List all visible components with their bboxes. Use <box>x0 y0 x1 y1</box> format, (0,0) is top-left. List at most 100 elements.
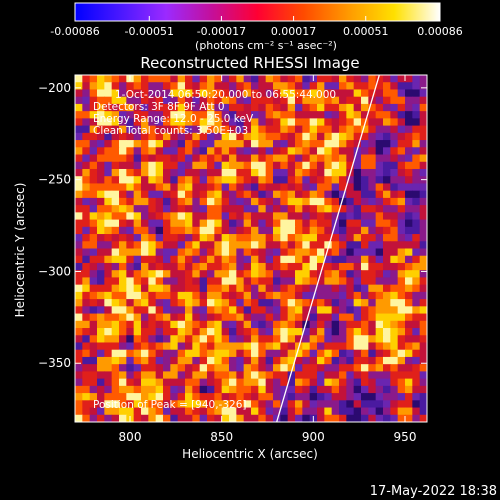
heatmap-cell <box>177 89 186 98</box>
heatmap-cell <box>229 262 237 271</box>
heatmap-cell <box>104 313 113 322</box>
heatmap-cell <box>185 219 193 228</box>
heatmap-cell <box>346 89 355 98</box>
heatmap-cell <box>170 161 179 170</box>
heatmap-cell <box>97 400 105 409</box>
heatmap-cell <box>229 125 237 134</box>
heatmap-cell <box>317 132 325 141</box>
heatmap-cell <box>324 342 333 351</box>
heatmap-cell <box>163 103 171 112</box>
heatmap-cell <box>383 161 391 170</box>
heatmap-cell <box>353 82 362 91</box>
heatmap-cell <box>155 161 164 170</box>
heatmap-cell <box>287 197 296 206</box>
heatmap-cell <box>346 291 355 300</box>
heatmap-cell <box>368 255 377 264</box>
heatmap-cell <box>126 270 135 279</box>
heatmap-cell <box>97 241 105 250</box>
heatmap-cell <box>119 75 127 83</box>
heatmap-cell <box>75 299 83 307</box>
heatmap-cell <box>207 132 215 141</box>
heatmap-cell <box>111 270 120 279</box>
heatmap-cell <box>192 96 201 105</box>
heatmap-cell <box>82 270 91 279</box>
heatmap-cell <box>361 103 369 112</box>
heatmap-cell <box>412 197 421 206</box>
heatmap-cell <box>214 335 223 344</box>
heatmap-cell <box>331 234 340 242</box>
heatmap-cell <box>221 291 230 300</box>
heatmap-cell <box>419 378 427 387</box>
heatmap-cell <box>221 132 230 141</box>
heatmap-cell <box>339 378 347 387</box>
heatmap-cell <box>251 190 259 199</box>
heatmap-cell <box>243 407 252 416</box>
heatmap-cell <box>141 183 149 192</box>
heatmap-cell <box>229 183 237 192</box>
heatmap-cell <box>368 320 377 329</box>
heatmap-cell <box>148 342 157 351</box>
heatmap-cell <box>207 205 215 213</box>
heatmap-cell <box>390 161 399 170</box>
heatmap-cell <box>287 378 296 387</box>
heatmap-cell <box>405 335 413 344</box>
heatmap-cell <box>89 407 98 416</box>
heatmap-cell <box>199 96 208 105</box>
heatmap-cell <box>346 407 355 416</box>
heatmap-cell <box>273 103 281 112</box>
heatmap-cell <box>317 393 325 401</box>
heatmap-cell <box>353 349 362 358</box>
heatmap-cell <box>353 277 362 286</box>
heatmap-cell <box>170 320 179 329</box>
heatmap-cell <box>295 168 303 177</box>
heatmap-cell <box>229 270 237 279</box>
heatmap-cell <box>185 291 193 300</box>
heatmap-cell <box>207 212 215 221</box>
heatmap-cell <box>192 183 201 192</box>
heatmap-cell <box>383 96 391 105</box>
heatmap-cell <box>192 385 201 394</box>
heatmap-cell <box>361 400 369 409</box>
heatmap-cell <box>368 400 377 409</box>
heatmap-cell <box>397 270 406 279</box>
heatmap-cell <box>273 241 281 250</box>
heatmap-cell <box>177 342 186 351</box>
heatmap-cell <box>185 241 193 250</box>
heatmap-cell <box>75 234 83 242</box>
heatmap-cell <box>368 132 377 141</box>
heatmap-cell <box>163 313 171 322</box>
heatmap-cell <box>353 89 362 98</box>
heatmap-cell <box>346 349 355 358</box>
heatmap-cell <box>317 140 325 148</box>
heatmap-cell <box>155 176 164 185</box>
heatmap-cell <box>163 291 171 300</box>
heatmap-cell <box>155 103 164 112</box>
heatmap-cell <box>163 320 171 329</box>
heatmap-cell <box>170 168 179 177</box>
heatmap-cell <box>214 291 223 300</box>
heatmap-cell <box>119 147 127 156</box>
heatmap-cell <box>280 190 289 199</box>
heatmap-cell <box>309 183 318 192</box>
heatmap-cell <box>104 342 113 351</box>
heatmap-cell <box>236 320 245 329</box>
heatmap-cell <box>141 103 149 112</box>
heatmap-cell <box>368 82 377 91</box>
heatmap-cell <box>353 385 362 394</box>
heatmap-cell <box>243 82 252 91</box>
heatmap-cell <box>419 96 427 105</box>
heatmap-cell <box>390 190 399 199</box>
heatmap-cell <box>82 241 91 250</box>
heatmap-cell <box>185 400 193 409</box>
heatmap-cell <box>111 190 120 199</box>
heatmap-cell <box>390 118 399 127</box>
heatmap-cell <box>170 299 179 307</box>
heatmap-cell <box>295 248 303 257</box>
heatmap-cell <box>82 161 91 170</box>
x-tick-label: 950 <box>394 430 417 444</box>
heatmap-cell <box>295 96 303 105</box>
heatmap-cell <box>75 241 83 250</box>
heatmap-cell <box>390 306 399 315</box>
heatmap-cell <box>295 89 303 98</box>
heatmap-cell <box>229 364 237 372</box>
